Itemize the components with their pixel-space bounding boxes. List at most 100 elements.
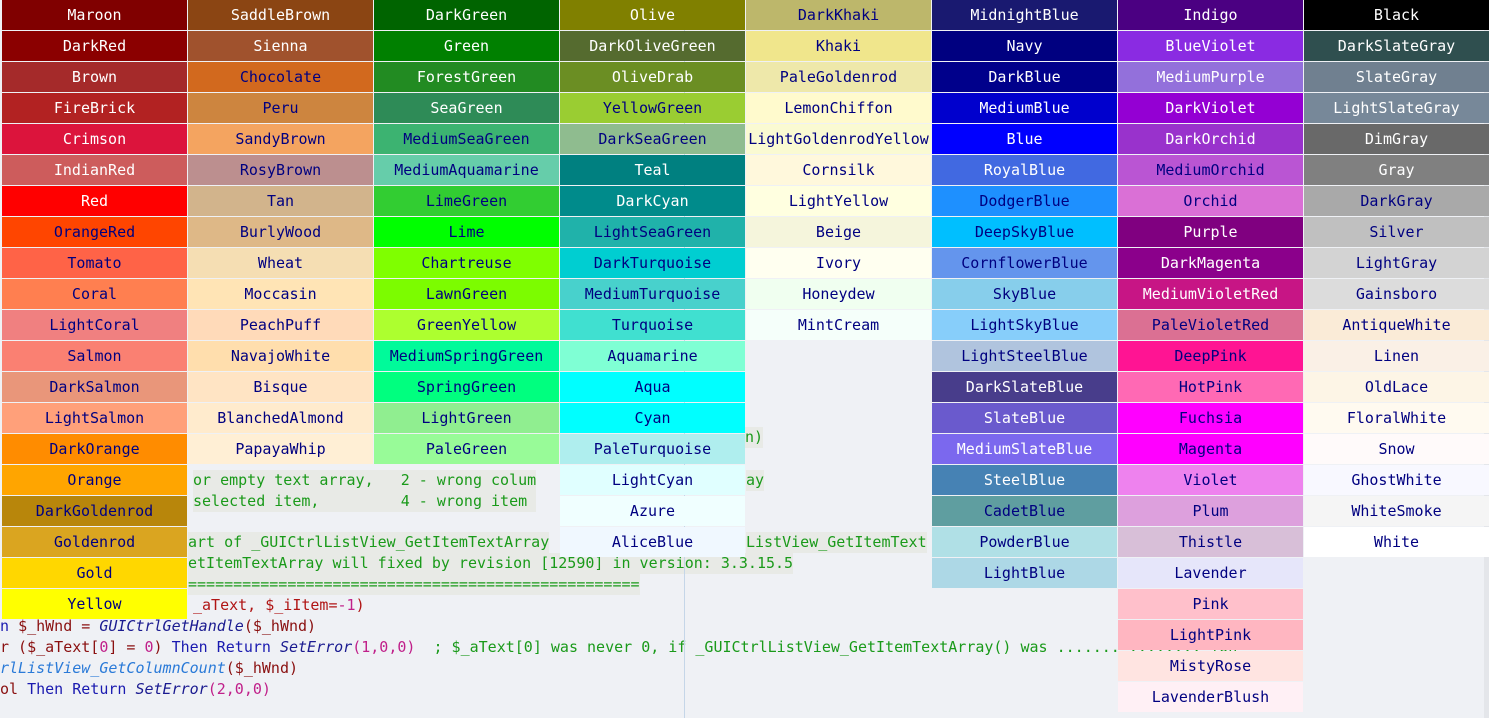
color-swatch-coral[interactable]: Coral [2, 279, 187, 309]
color-swatch-darkblue[interactable]: DarkBlue [932, 62, 1117, 92]
color-swatch-mediumseagreen[interactable]: MediumSeaGreen [374, 124, 559, 154]
color-swatch-bisque[interactable]: Bisque [188, 372, 373, 402]
color-swatch-lightsalmon[interactable]: LightSalmon [2, 403, 187, 433]
color-swatch-lightslategray[interactable]: LightSlateGray [1304, 93, 1489, 123]
color-swatch-wheat[interactable]: Wheat [188, 248, 373, 278]
color-swatch-aquamarine[interactable]: Aquamarine [560, 341, 745, 371]
color-swatch-palevioletred[interactable]: PaleVioletRed [1118, 310, 1303, 340]
color-swatch-lawngreen[interactable]: LawnGreen [374, 279, 559, 309]
color-swatch-darkkhaki[interactable]: DarkKhaki [746, 0, 931, 30]
color-swatch-orange[interactable]: Orange [2, 465, 187, 495]
color-swatch-powderblue[interactable]: PowderBlue [932, 527, 1117, 557]
color-swatch-mediumvioletred[interactable]: MediumVioletRed [1118, 279, 1303, 309]
color-swatch-yellow[interactable]: Yellow [2, 589, 187, 619]
color-swatch-darkturquoise[interactable]: DarkTurquoise [560, 248, 745, 278]
color-swatch-darkseagreen[interactable]: DarkSeaGreen [560, 124, 745, 154]
color-swatch-indianred[interactable]: IndianRed [2, 155, 187, 185]
color-swatch-darkslategray[interactable]: DarkSlateGray [1304, 31, 1489, 61]
color-swatch-lightcyan[interactable]: LightCyan [560, 465, 745, 495]
color-swatch-paleturquoise[interactable]: PaleTurquoise [560, 434, 745, 464]
color-swatch-moccasin[interactable]: Moccasin [188, 279, 373, 309]
color-swatch-violet[interactable]: Violet [1118, 465, 1303, 495]
color-swatch-darkorange[interactable]: DarkOrange [2, 434, 187, 464]
color-swatch-slategray[interactable]: SlateGray [1304, 62, 1489, 92]
color-swatch-lemonchiffon[interactable]: LemonChiffon [746, 93, 931, 123]
color-swatch-darkorchid[interactable]: DarkOrchid [1118, 124, 1303, 154]
color-swatch-seagreen[interactable]: SeaGreen [374, 93, 559, 123]
color-swatch-chocolate[interactable]: Chocolate [188, 62, 373, 92]
color-swatch-peru[interactable]: Peru [188, 93, 373, 123]
color-swatch-darkmagenta[interactable]: DarkMagenta [1118, 248, 1303, 278]
color-swatch-mediumaquamarine[interactable]: MediumAquamarine [374, 155, 559, 185]
color-swatch-sienna[interactable]: Sienna [188, 31, 373, 61]
color-swatch-plum[interactable]: Plum [1118, 496, 1303, 526]
color-swatch-magenta[interactable]: Magenta [1118, 434, 1303, 464]
color-swatch-tomato[interactable]: Tomato [2, 248, 187, 278]
color-swatch-darkgreen[interactable]: DarkGreen [374, 0, 559, 30]
color-swatch-mediumturquoise[interactable]: MediumTurquoise [560, 279, 745, 309]
color-swatch-lightgreen[interactable]: LightGreen [374, 403, 559, 433]
color-swatch-dimgray[interactable]: DimGray [1304, 124, 1489, 154]
color-swatch-oldlace[interactable]: OldLace [1304, 372, 1489, 402]
color-swatch-olive[interactable]: Olive [560, 0, 745, 30]
color-swatch-burlywood[interactable]: BurlyWood [188, 217, 373, 247]
color-swatch-mediumpurple[interactable]: MediumPurple [1118, 62, 1303, 92]
color-swatch-dodgerblue[interactable]: DodgerBlue [932, 186, 1117, 216]
color-swatch-white[interactable]: White [1304, 527, 1489, 557]
color-swatch-lightpink[interactable]: LightPink [1118, 620, 1303, 650]
color-swatch-mediumblue[interactable]: MediumBlue [932, 93, 1117, 123]
color-swatch-teal[interactable]: Teal [560, 155, 745, 185]
color-swatch-mintcream[interactable]: MintCream [746, 310, 931, 340]
color-swatch-slateblue[interactable]: SlateBlue [932, 403, 1117, 433]
color-swatch-maroon[interactable]: Maroon [2, 0, 187, 30]
color-swatch-snow[interactable]: Snow [1304, 434, 1489, 464]
color-swatch-chartreuse[interactable]: Chartreuse [374, 248, 559, 278]
color-swatch-black[interactable]: Black [1304, 0, 1489, 30]
color-swatch-crimson[interactable]: Crimson [2, 124, 187, 154]
color-swatch-yellowgreen[interactable]: YellowGreen [560, 93, 745, 123]
color-swatch-mediumslateblue[interactable]: MediumSlateBlue [932, 434, 1117, 464]
color-swatch-mistyrose[interactable]: MistyRose [1118, 651, 1303, 681]
color-swatch-deepskyblue[interactable]: DeepSkyBlue [932, 217, 1117, 247]
color-swatch-cadetblue[interactable]: CadetBlue [932, 496, 1117, 526]
color-swatch-brown[interactable]: Brown [2, 62, 187, 92]
color-swatch-gainsboro[interactable]: Gainsboro [1304, 279, 1489, 309]
color-swatch-gray[interactable]: Gray [1304, 155, 1489, 185]
color-swatch-silver[interactable]: Silver [1304, 217, 1489, 247]
color-swatch-red[interactable]: Red [2, 186, 187, 216]
color-swatch-khaki[interactable]: Khaki [746, 31, 931, 61]
color-swatch-peachpuff[interactable]: PeachPuff [188, 310, 373, 340]
color-swatch-blue[interactable]: Blue [932, 124, 1117, 154]
color-swatch-ivory[interactable]: Ivory [746, 248, 931, 278]
color-swatch-lightskyblue[interactable]: LightSkyBlue [932, 310, 1117, 340]
color-swatch-darkviolet[interactable]: DarkViolet [1118, 93, 1303, 123]
color-swatch-linen[interactable]: Linen [1304, 341, 1489, 371]
color-swatch-gold[interactable]: Gold [2, 558, 187, 588]
color-swatch-darkgoldenrod[interactable]: DarkGoldenrod [2, 496, 187, 526]
color-swatch-cornsilk[interactable]: Cornsilk [746, 155, 931, 185]
color-swatch-firebrick[interactable]: FireBrick [2, 93, 187, 123]
color-swatch-aqua[interactable]: Aqua [560, 372, 745, 402]
color-swatch-lightsteelblue[interactable]: LightSteelBlue [932, 341, 1117, 371]
color-swatch-thistle[interactable]: Thistle [1118, 527, 1303, 557]
color-swatch-darkslateblue[interactable]: DarkSlateBlue [932, 372, 1117, 402]
color-swatch-lightgray[interactable]: LightGray [1304, 248, 1489, 278]
color-swatch-cyan[interactable]: Cyan [560, 403, 745, 433]
color-swatch-lightcoral[interactable]: LightCoral [2, 310, 187, 340]
color-swatch-orangered[interactable]: OrangeRed [2, 217, 187, 247]
color-swatch-springgreen[interactable]: SpringGreen [374, 372, 559, 402]
color-swatch-midnightblue[interactable]: MidnightBlue [932, 0, 1117, 30]
color-swatch-skyblue[interactable]: SkyBlue [932, 279, 1117, 309]
color-swatch-cornflowerblue[interactable]: CornflowerBlue [932, 248, 1117, 278]
color-swatch-fuchsia[interactable]: Fuchsia [1118, 403, 1303, 433]
color-swatch-saddlebrown[interactable]: SaddleBrown [188, 0, 373, 30]
color-swatch-aliceblue[interactable]: AliceBlue [560, 527, 745, 557]
color-swatch-green[interactable]: Green [374, 31, 559, 61]
color-swatch-goldenrod[interactable]: Goldenrod [2, 527, 187, 557]
color-swatch-greenyellow[interactable]: GreenYellow [374, 310, 559, 340]
color-swatch-forestgreen[interactable]: ForestGreen [374, 62, 559, 92]
color-swatch-turquoise[interactable]: Turquoise [560, 310, 745, 340]
color-swatch-mediumspringgreen[interactable]: MediumSpringGreen [374, 341, 559, 371]
color-swatch-royalblue[interactable]: RoyalBlue [932, 155, 1117, 185]
color-swatch-pink[interactable]: Pink [1118, 589, 1303, 619]
